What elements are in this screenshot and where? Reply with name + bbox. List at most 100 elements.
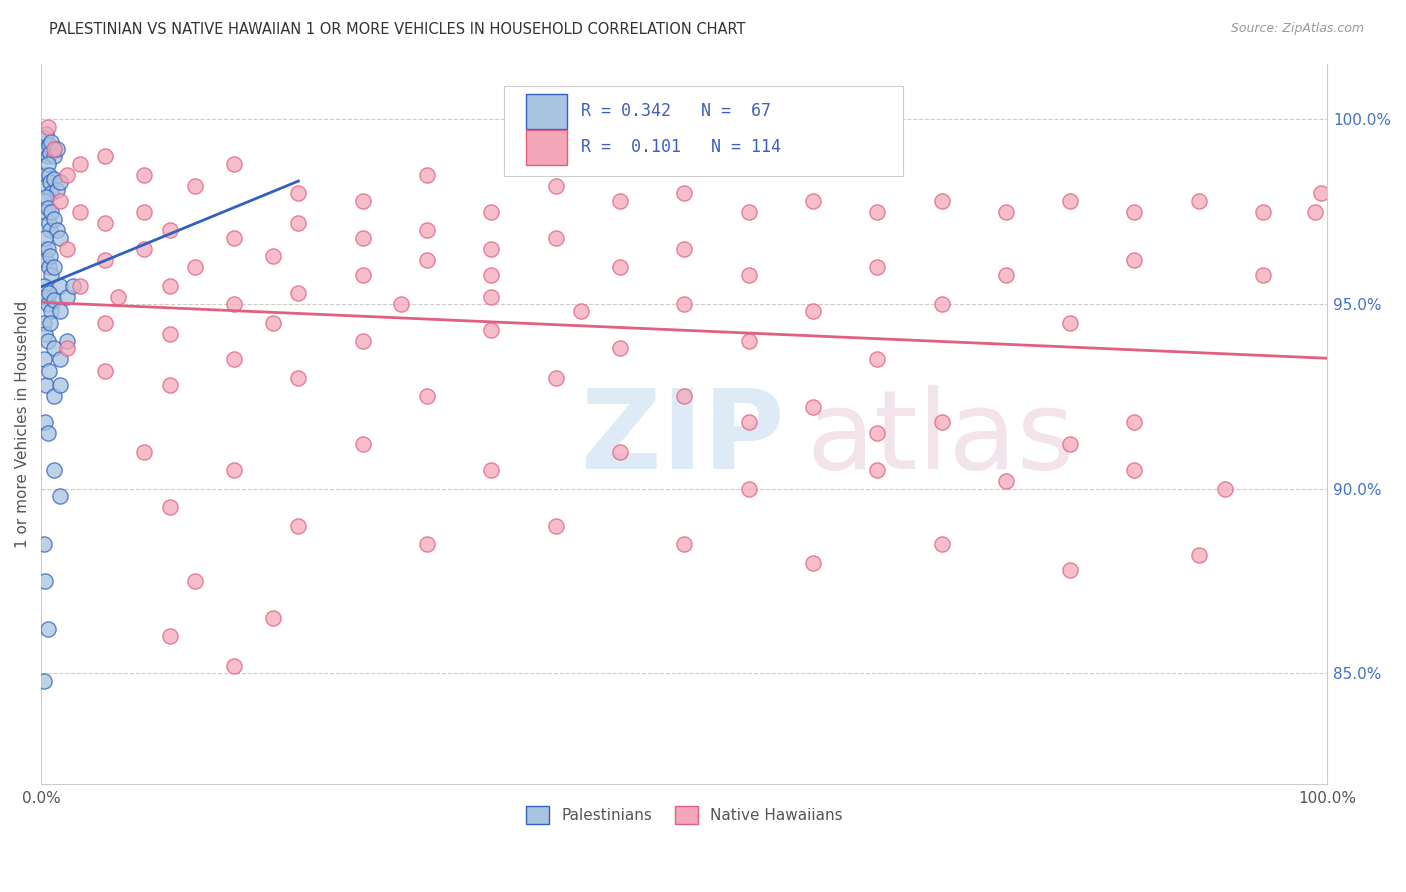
Point xyxy=(1251,268,1274,282)
Point xyxy=(38,285,60,300)
Point xyxy=(994,268,1017,282)
Text: PALESTINIAN VS NATIVE HAWAIIAN 1 OR MORE VEHICLES IN HOUSEHOLD CORRELATION CHART: PALESTINIAN VS NATIVE HAWAIIAN 1 OR MORE… xyxy=(49,22,745,37)
Point xyxy=(866,260,889,274)
Point xyxy=(1123,463,1146,477)
Point xyxy=(673,389,696,403)
Point xyxy=(1123,204,1146,219)
Point xyxy=(931,194,953,208)
Point xyxy=(37,426,59,441)
Point xyxy=(34,574,56,588)
Point xyxy=(42,212,65,227)
Point xyxy=(866,204,889,219)
Point xyxy=(222,157,245,171)
Point xyxy=(544,371,567,385)
Point xyxy=(1213,482,1236,496)
Point xyxy=(184,260,207,274)
Point xyxy=(62,278,84,293)
Point xyxy=(609,194,631,208)
Point xyxy=(1303,204,1326,219)
Point xyxy=(222,230,245,244)
Point xyxy=(673,297,696,311)
Point xyxy=(416,537,439,551)
Point xyxy=(931,537,953,551)
Point xyxy=(866,352,889,367)
Point xyxy=(35,127,58,141)
Point xyxy=(42,293,65,308)
FancyBboxPatch shape xyxy=(526,130,567,165)
Point xyxy=(38,260,60,274)
Point xyxy=(801,304,824,318)
Point xyxy=(39,316,62,330)
Point xyxy=(1059,437,1081,451)
Point xyxy=(737,482,759,496)
FancyBboxPatch shape xyxy=(505,86,903,176)
Point xyxy=(56,242,79,256)
Point xyxy=(34,326,56,341)
Point xyxy=(94,149,117,163)
Point xyxy=(479,242,502,256)
Point xyxy=(37,149,59,163)
Point xyxy=(262,249,284,263)
Point xyxy=(389,297,412,311)
Point xyxy=(37,201,59,215)
Point xyxy=(69,157,91,171)
Text: Source: ZipAtlas.com: Source: ZipAtlas.com xyxy=(1230,22,1364,36)
Point xyxy=(37,242,59,256)
Point xyxy=(159,223,181,237)
Point xyxy=(49,378,72,392)
Point xyxy=(94,363,117,377)
Point xyxy=(609,260,631,274)
Point xyxy=(32,316,55,330)
Point xyxy=(737,334,759,348)
Point xyxy=(42,171,65,186)
Point xyxy=(222,352,245,367)
Point xyxy=(1188,194,1211,208)
Point xyxy=(673,537,696,551)
Point xyxy=(107,290,129,304)
Point xyxy=(38,138,60,153)
Point xyxy=(94,252,117,267)
Point xyxy=(35,252,58,267)
Point xyxy=(41,204,63,219)
Point xyxy=(159,629,181,643)
Point xyxy=(56,334,79,348)
Point xyxy=(287,186,309,201)
Point xyxy=(32,278,55,293)
Text: R = 0.342   N =  67: R = 0.342 N = 67 xyxy=(581,102,772,120)
Point xyxy=(37,334,59,348)
Point xyxy=(1188,548,1211,562)
Point xyxy=(1059,316,1081,330)
Point xyxy=(416,168,439,182)
Point xyxy=(49,175,72,189)
Point xyxy=(544,230,567,244)
Point xyxy=(184,574,207,588)
Point xyxy=(262,316,284,330)
Point xyxy=(866,463,889,477)
Point xyxy=(49,304,72,318)
Legend: Palestinians, Native Hawaiians: Palestinians, Native Hawaiians xyxy=(520,799,849,830)
Point xyxy=(32,537,55,551)
Point xyxy=(34,290,56,304)
Point xyxy=(737,204,759,219)
Point xyxy=(1059,194,1081,208)
Point xyxy=(132,444,155,458)
Point xyxy=(41,135,63,149)
Point xyxy=(32,131,55,145)
Text: atlas: atlas xyxy=(807,385,1076,492)
Point xyxy=(37,157,59,171)
Point xyxy=(737,268,759,282)
Point xyxy=(159,326,181,341)
Point xyxy=(35,190,58,204)
Point xyxy=(132,204,155,219)
Point xyxy=(866,426,889,441)
Point xyxy=(42,260,65,274)
Point xyxy=(32,194,55,208)
Point xyxy=(609,444,631,458)
Text: ZIP: ZIP xyxy=(581,385,785,492)
Point xyxy=(94,316,117,330)
Point xyxy=(41,186,63,201)
Point xyxy=(41,304,63,318)
Point xyxy=(69,278,91,293)
Point xyxy=(287,285,309,300)
Point xyxy=(39,249,62,263)
